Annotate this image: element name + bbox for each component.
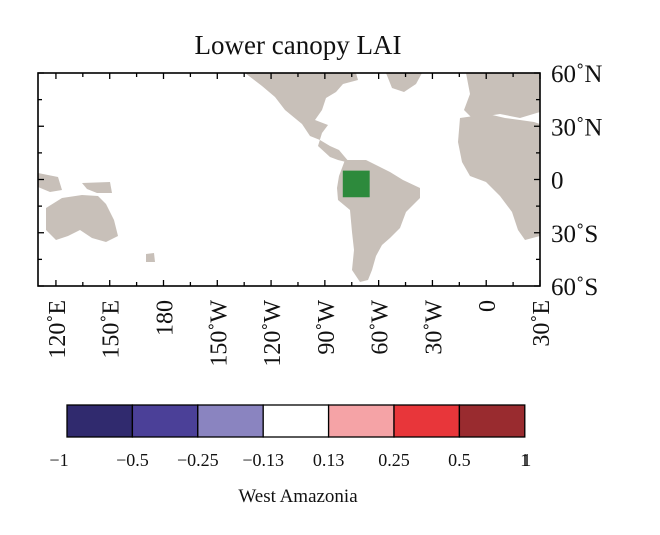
colorbar-label-end: 1 bbox=[522, 450, 531, 470]
map-ticks bbox=[38, 72, 541, 287]
lon-label: 120˚W bbox=[260, 300, 286, 367]
colorbar-box bbox=[262, 404, 330, 438]
colorbar-label: 0.13 bbox=[313, 450, 345, 470]
lat-label: 60˚S bbox=[551, 274, 598, 301]
land-indonesia bbox=[38, 173, 62, 192]
latitude-labels: 60˚N 30˚N 0 30˚S 60˚S bbox=[551, 61, 602, 301]
lon-label: 30˚E bbox=[529, 300, 555, 347]
land-masses bbox=[38, 73, 540, 282]
colorbar-labels: −1 −0.5 −0.25 −0.13 0.13 0.25 0.5 11 bbox=[49, 450, 531, 470]
land-madagascar bbox=[530, 205, 538, 216]
lat-label: 60˚N bbox=[551, 61, 602, 88]
lon-label: 120˚E bbox=[45, 300, 71, 359]
colorbar-label: −0.5 bbox=[116, 450, 149, 470]
lat-label: 0 bbox=[551, 168, 564, 195]
lat-label: 30˚N bbox=[551, 114, 602, 141]
land-north-america bbox=[245, 73, 358, 163]
colorbar-box bbox=[197, 404, 264, 438]
longitude-labels: 120˚E 150˚E 180 150˚W 120˚W 90˚W 60˚W 30˚W 0 30˚E bbox=[45, 300, 555, 367]
colorbar-box bbox=[393, 404, 461, 438]
figure-title: Lower canopy LAI bbox=[195, 30, 402, 60]
colorbar-label: 0.25 bbox=[378, 450, 410, 470]
lon-label: 30˚W bbox=[421, 300, 447, 355]
lon-label: 90˚W bbox=[314, 300, 340, 355]
land-greenland bbox=[386, 73, 422, 92]
lon-label: 150˚E bbox=[99, 300, 125, 359]
colorbar-label: −1 bbox=[49, 450, 68, 470]
land-new-zealand bbox=[146, 253, 155, 262]
region-caption: West Amazonia bbox=[238, 486, 358, 507]
lon-label: 180 bbox=[153, 300, 179, 336]
colorbar-label: −0.25 bbox=[177, 450, 219, 470]
colorbar-label: −0.13 bbox=[242, 450, 284, 470]
lat-label: 30˚S bbox=[551, 221, 598, 248]
land-europe bbox=[464, 73, 540, 118]
colorbar-boxes bbox=[66, 404, 526, 438]
colorbar: −1 −0.5 −0.25 −0.13 0.13 0.25 0.5 11 bbox=[49, 404, 531, 470]
west-amazonia-region bbox=[342, 170, 370, 198]
colorbar-box bbox=[131, 404, 199, 438]
colorbar-box bbox=[327, 404, 395, 438]
colorbar-box bbox=[66, 404, 134, 438]
lon-label: 0 bbox=[475, 300, 501, 312]
lon-label: 60˚W bbox=[368, 300, 394, 355]
lon-label: 150˚W bbox=[206, 300, 232, 367]
land-africa bbox=[458, 114, 540, 240]
colorbar-box bbox=[458, 404, 526, 438]
colorbar-label: 0.5 bbox=[448, 450, 471, 470]
land-australia bbox=[46, 195, 118, 242]
land-new-guinea bbox=[82, 182, 112, 193]
colorbar-label: 1 bbox=[520, 450, 529, 470]
